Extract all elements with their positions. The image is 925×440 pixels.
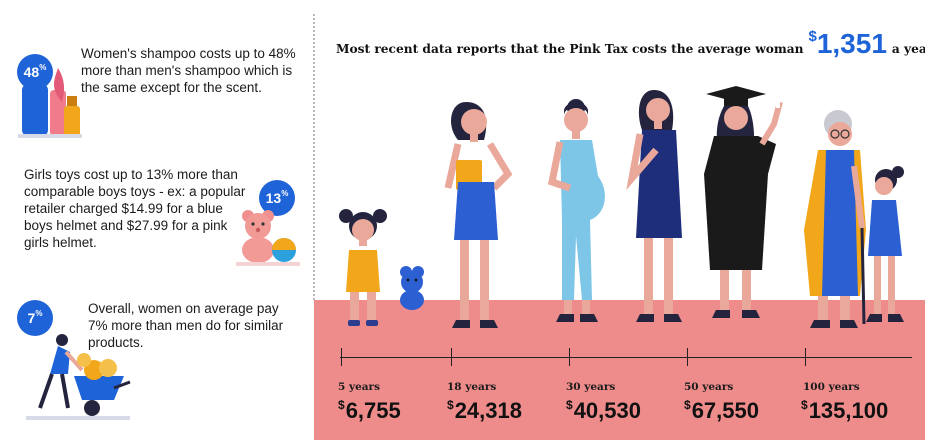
shampoo-bottles-icon	[14, 62, 84, 143]
timeline-tick	[569, 348, 570, 366]
fact-shampoo-text: Women's shampoo costs up to 48% more tha…	[81, 46, 296, 95]
timeline-value-18-years: $24,318	[447, 398, 522, 423]
timeline-label-100-years: 100 years	[803, 381, 860, 393]
timeline-tick	[451, 348, 452, 366]
headline-suffix: a year.	[891, 42, 925, 56]
graduate-figure	[680, 84, 786, 335]
column-divider	[313, 14, 315, 300]
fact-overall-text: Overall, women on average pay 7% more th…	[88, 301, 284, 350]
timeline-value-50-years: $67,550	[684, 398, 759, 423]
teen-figure	[440, 96, 526, 337]
grandmother-figure	[788, 110, 914, 337]
stat-badge-7: 7%	[17, 300, 53, 336]
timeline-value-100-years: $135,100	[801, 398, 889, 423]
timeline-tick	[341, 348, 342, 366]
timeline-label-18-years: 18 years	[447, 381, 497, 393]
timeline-label-5-years: 5 years	[338, 381, 380, 393]
pregnant-woman-figure	[540, 96, 620, 337]
child-figure	[336, 200, 426, 337]
headline-amount: $1,351	[808, 28, 887, 59]
headline-text: Most recent data reports that the Pink T…	[336, 42, 804, 56]
timeline-tick	[805, 348, 806, 366]
woman-navy-dress-figure	[626, 88, 696, 337]
timeline-value-5-years: $6,755	[338, 398, 401, 423]
wheelbarrow-coins-icon	[22, 330, 134, 425]
timeline-tick	[687, 348, 688, 366]
timeline-axis	[340, 357, 912, 358]
stat-badge-48: 48%	[17, 54, 53, 90]
timeline-label-50-years: 50 years	[684, 381, 734, 393]
timeline-label-30-years: 30 years	[566, 381, 616, 393]
timeline-value-30-years: $40,530	[566, 398, 641, 423]
teddy-bear-toy-icon	[236, 206, 300, 271]
stat-badge-13: 13%	[259, 180, 295, 216]
fact-toys-text: Girls toys cost up to 13% more than comp…	[24, 167, 246, 250]
headline: Most recent data reports that the Pink T…	[336, 28, 925, 60]
